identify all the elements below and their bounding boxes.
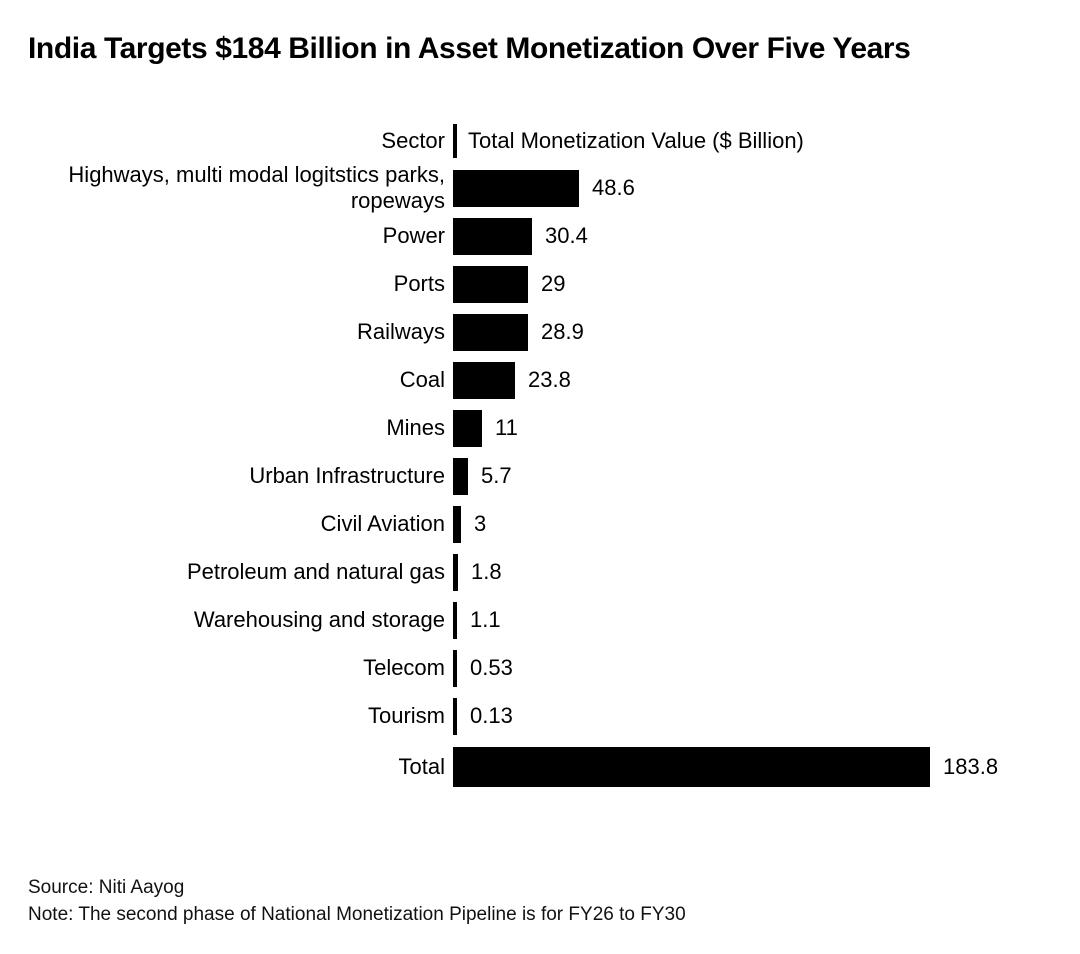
chart-row: Tourism 0.13	[28, 692, 1052, 740]
value-label: 1.1	[470, 607, 501, 632]
row-label: Railways	[356, 319, 445, 344]
row-label: Telecom	[363, 655, 445, 680]
row-label: Warehousing and storage	[193, 607, 445, 632]
value-label: 11	[495, 415, 518, 440]
value-label: 23.8	[528, 367, 571, 392]
bar	[453, 361, 515, 399]
column-header-value: Total Monetization Value ($ Billion)	[468, 128, 804, 153]
bar	[453, 169, 579, 207]
value-label: 183.8	[943, 754, 999, 779]
bar	[453, 697, 457, 735]
row-label: Coal	[399, 367, 445, 392]
bar	[453, 409, 482, 447]
bar	[453, 747, 930, 787]
row-label: Highways, multi modal logitstics parks, …	[68, 162, 445, 213]
bar	[453, 313, 528, 351]
value-label: 0.53	[470, 655, 513, 680]
chart-row: Urban Infrastructure 5.7	[28, 452, 1052, 500]
footer-note: Note: The second phase of National Monet…	[28, 904, 686, 925]
bar	[453, 217, 532, 255]
value-label: 48.6	[592, 175, 635, 200]
chart-row: Total 183.8	[28, 740, 1052, 794]
row-label: Mines	[386, 415, 445, 440]
column-header-sector: Sector	[381, 128, 445, 153]
bar-chart: Sector Total Monetization Value ($ Billi…	[28, 118, 1052, 794]
chart-row: Civil Aviation 3	[28, 500, 1052, 548]
column-header-row: Sector Total Monetization Value ($ Billi…	[28, 118, 1052, 164]
value-label: 30.4	[545, 223, 588, 248]
row-label: Total	[398, 754, 445, 779]
value-label: 0.13	[470, 703, 513, 728]
chart-footer: Source: Niti Aayog Note: The second phas…	[28, 874, 1052, 928]
chart-row: Petroleum and natural gas 1.8	[28, 548, 1052, 596]
value-label: 1.8	[471, 559, 502, 584]
axis-divider	[453, 124, 457, 158]
row-label: Urban Infrastructure	[249, 463, 445, 488]
chart-title: India Targets $184 Billion in Asset Mone…	[28, 32, 911, 65]
bar	[453, 265, 528, 303]
row-label: Power	[382, 223, 445, 248]
bar	[453, 505, 461, 543]
chart-row: Ports 29	[28, 260, 1052, 308]
bar	[453, 601, 457, 639]
chart-row: Coal 23.8	[28, 356, 1052, 404]
bar	[453, 649, 457, 687]
value-label: 29	[541, 271, 566, 296]
row-label: Tourism	[367, 703, 445, 728]
bar	[453, 553, 458, 591]
value-label: 3	[474, 511, 487, 536]
row-label: Civil Aviation	[320, 511, 445, 536]
chart-row: Mines 11	[28, 404, 1052, 452]
value-label: 28.9	[541, 319, 584, 344]
chart-row: Railways 28.9	[28, 308, 1052, 356]
bar	[453, 457, 468, 495]
chart-row: Power 30.4	[28, 212, 1052, 260]
footer-source: Source: Niti Aayog	[28, 877, 185, 898]
row-label: Petroleum and natural gas	[186, 559, 445, 584]
chart-row: Warehousing and storage 1.1	[28, 596, 1052, 644]
row-label: Ports	[393, 271, 445, 296]
value-label: 5.7	[481, 463, 512, 488]
chart-rows: Highways, multi modal logitstics parks, …	[28, 162, 1052, 794]
chart-row: Highways, multi modal logitstics parks, …	[28, 162, 1052, 213]
chart-row: Telecom 0.53	[28, 644, 1052, 692]
